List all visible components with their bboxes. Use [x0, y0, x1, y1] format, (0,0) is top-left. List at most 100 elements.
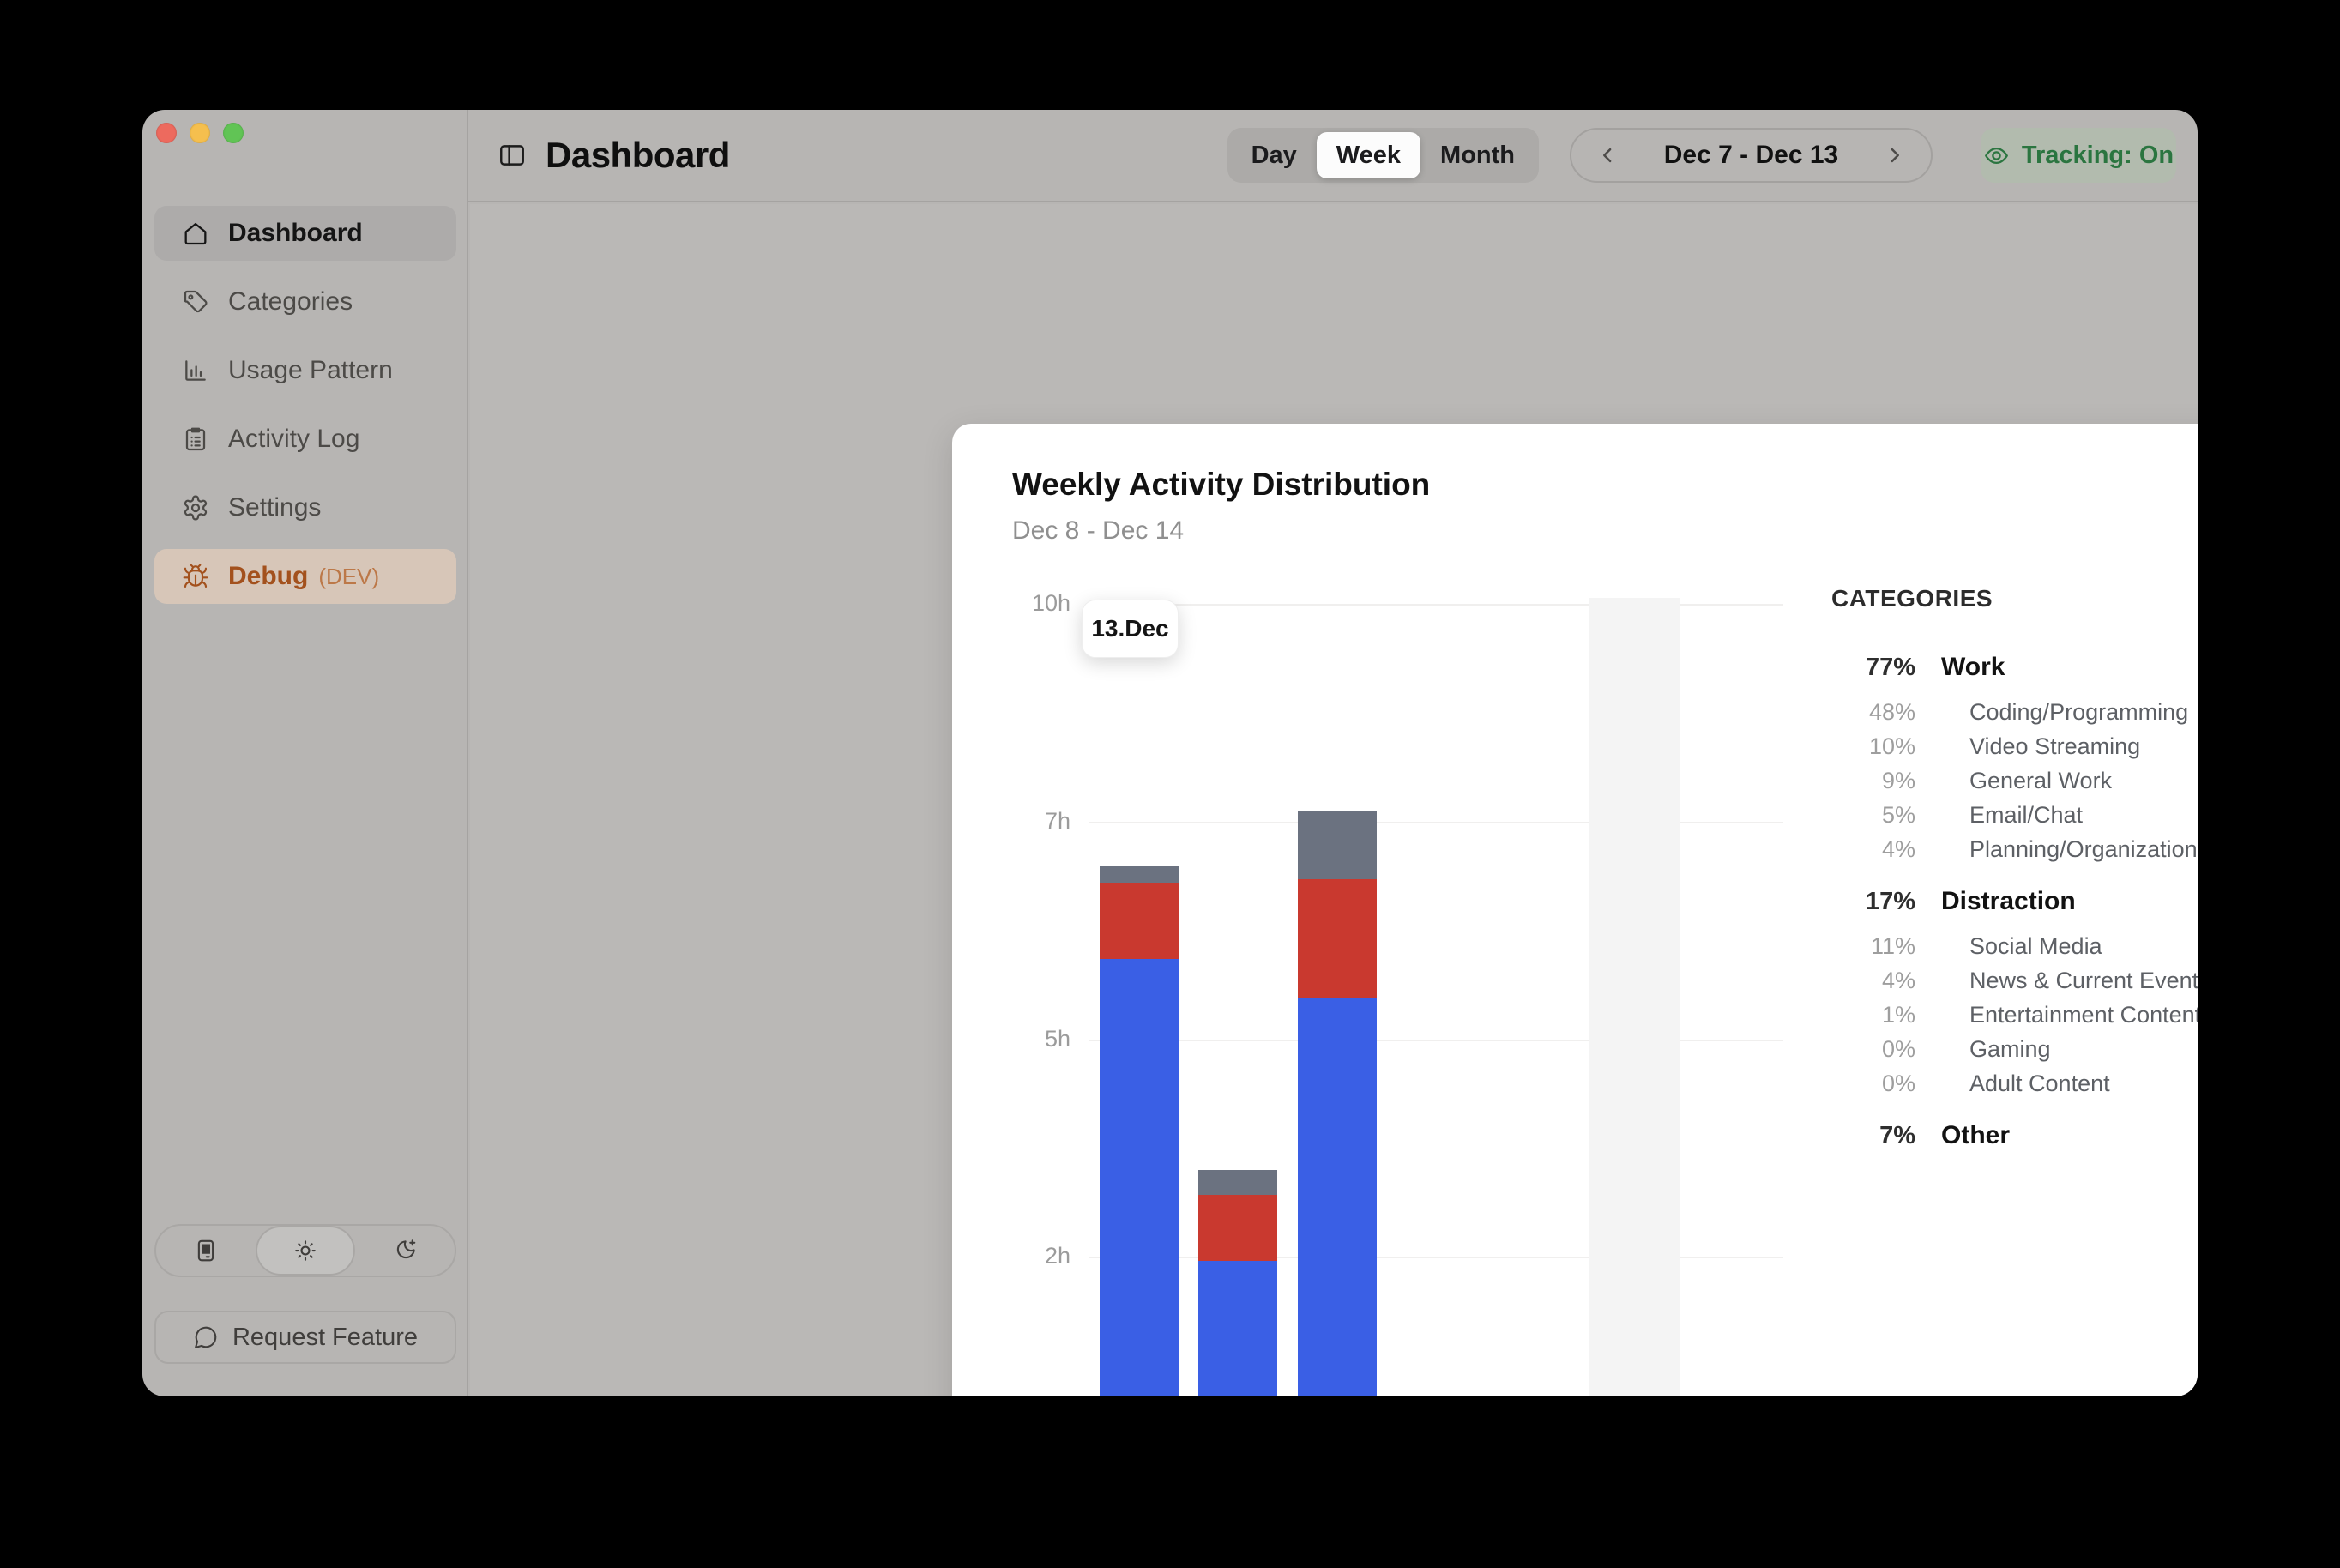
card-subtitle: Dec 8 - Dec 14: [1012, 516, 1185, 545]
gridline: [1089, 1257, 1783, 1259]
view-period-tabs: Day Week Month: [1227, 128, 1539, 183]
gridline: [1089, 604, 1783, 606]
chevron-right-icon: [1882, 142, 1908, 168]
theme-system-button[interactable]: [156, 1226, 256, 1276]
tab-month[interactable]: Month: [1420, 132, 1535, 178]
weekly-distribution-card: Weekly Activity Distribution Dec 8 - Dec…: [952, 424, 2198, 1396]
category-percent: 11%: [1870, 932, 1915, 959]
request-feature-button[interactable]: Request Feature: [154, 1311, 456, 1364]
category-label: Adult Content: [1969, 1070, 2110, 1096]
category-percent: 0%: [1881, 1070, 1915, 1096]
theme-switcher: [154, 1224, 456, 1277]
sidebar-nav: Dashboard Categories Usage Pattern Activity…: [154, 206, 456, 618]
category-row-adult-content: 0%Adult Content2m: [1831, 1066, 2198, 1101]
y-axis-tick-label: 10h: [1031, 590, 1070, 616]
category-label: Email/Chat: [1969, 801, 2084, 828]
sidebar-item-label: Debug: [228, 562, 309, 590]
gridline: [1089, 821, 1783, 823]
sun-icon: [292, 1238, 318, 1263]
category-row-distraction: 17%Distraction2h 58m: [1831, 879, 2198, 924]
tab-day[interactable]: Day: [1232, 132, 1317, 178]
sidebar-item-usage-pattern[interactable]: Usage Pattern: [154, 343, 456, 398]
sidebar-item-dashboard[interactable]: Dashboard: [154, 206, 456, 261]
category-percent: 10%: [1868, 733, 1915, 759]
moon-icon: [392, 1238, 418, 1263]
gear-icon: [182, 494, 209, 522]
date-range-label: Dec 7 - Dec 13: [1663, 141, 1839, 169]
category-row-planning-organization: 4%Planning/Organization43m: [1831, 832, 2198, 866]
sidebar-item-label: Usage Pattern: [228, 356, 393, 384]
sidebar-item-label: Activity Log: [228, 425, 360, 453]
dev-badge: (DEV): [318, 563, 380, 589]
sidebar-item-label: Categories: [228, 287, 353, 316]
category-percent: 17%: [1865, 887, 1915, 915]
card-title: Weekly Activity Distribution: [1012, 467, 1431, 502]
close-button[interactable]: [156, 123, 177, 143]
date-navigator: Dec 7 - Dec 13: [1570, 128, 1933, 183]
bar-tue-other[interactable]: [1198, 1169, 1278, 1196]
bar-mon-work[interactable]: [1099, 958, 1179, 1396]
bar-tue-work[interactable]: [1198, 1261, 1278, 1396]
sidebar-item-settings[interactable]: Settings: [154, 480, 456, 535]
bar-mon-distraction[interactable]: [1099, 882, 1179, 959]
categories-heading: CATEGORIES: [1831, 585, 1993, 612]
category-label: Planning/Organization: [1969, 835, 2198, 862]
prev-period-button[interactable]: [1571, 142, 1643, 169]
category-label: Entertainment Content: [1969, 1001, 2198, 1028]
bar-wed-other[interactable]: [1297, 811, 1377, 880]
content-area: Weekly Activity Distribution Dec 8 - Dec…: [470, 204, 2198, 1396]
bar-mon-other[interactable]: [1099, 865, 1179, 883]
chevron-left-icon: [1595, 142, 1620, 168]
bar-tue-distraction[interactable]: [1198, 1195, 1278, 1262]
minimize-button[interactable]: [190, 123, 210, 143]
chat-bubble-icon: [193, 1324, 219, 1350]
bug-icon: [182, 563, 209, 590]
bar-wed-distraction[interactable]: [1297, 879, 1377, 998]
tab-week[interactable]: Week: [1316, 132, 1421, 178]
categories-panel-header: CATEGORIES Total time tracked:17h 56m: [1831, 585, 2198, 626]
sidebar-item-activity-log[interactable]: Activity Log: [154, 412, 456, 467]
theme-dark-button[interactable]: [355, 1226, 455, 1276]
category-percent: 4%: [1881, 967, 1915, 993]
sidebar-item-categories[interactable]: Categories: [154, 274, 456, 329]
home-icon: [182, 220, 209, 247]
tracking-status-label: Tracking: On: [2021, 141, 2174, 169]
category-row-work: 77%Work13h 43m: [1831, 645, 2198, 690]
sidebar-item-debug[interactable]: Debug (DEV): [154, 549, 456, 604]
tracking-status-badge[interactable]: Tracking: On: [1981, 128, 2176, 183]
y-axis-tick-label: 7h: [1044, 807, 1070, 834]
category-percent: 7%: [1879, 1121, 1915, 1149]
header: Dashboard Day Week Month Dec 7 - Dec 13 Tr…: [468, 110, 2198, 202]
next-period-button[interactable]: [1859, 142, 1931, 169]
category-row-email-chat: 5%Email/Chat53m: [1831, 798, 2198, 832]
categories-rows: 77%Work13h 43m48%Coding/Programming8h 36…: [1831, 645, 2198, 1158]
category-row-coding-programming: 48%Coding/Programming8h 36m: [1831, 695, 2198, 729]
eye-icon: [1983, 142, 2010, 169]
bar-wed-work[interactable]: [1297, 998, 1377, 1396]
category-row-news-current-events: 4%News & Current Events46m: [1831, 963, 2198, 998]
category-label: Other: [1941, 1121, 2011, 1149]
category-percent: 77%: [1865, 653, 1915, 681]
y-axis-tick-label: 2h: [1044, 1243, 1070, 1269]
app-window: Dashboard Categories Usage Pattern Activity…: [142, 110, 2198, 1396]
category-label: Work: [1941, 653, 2005, 681]
bar-chart-icon: [182, 357, 209, 384]
category-percent: 4%: [1881, 835, 1915, 862]
zoom-button[interactable]: [223, 123, 244, 143]
category-label: Coding/Programming: [1969, 698, 2189, 725]
category-label: Distraction: [1941, 887, 2076, 915]
request-feature-label: Request Feature: [232, 1323, 418, 1351]
chart-tooltip: 13.Dec: [1082, 600, 1179, 658]
category-row-social-media: 11%Social Media1h 56m: [1831, 929, 2198, 963]
sidebar-toggle-icon[interactable]: [498, 141, 527, 170]
category-percent: 0%: [1881, 1035, 1915, 1062]
sidebar: Dashboard Categories Usage Pattern Activity…: [142, 110, 468, 1396]
window-controls: [156, 123, 244, 143]
category-label: General Work: [1969, 767, 2113, 793]
theme-light-button[interactable]: [256, 1226, 355, 1276]
page-title: Dashboard: [546, 135, 730, 175]
gridline: [1089, 1039, 1783, 1041]
clipboard-icon: [182, 425, 209, 453]
tag-icon: [182, 288, 209, 316]
category-percent: 9%: [1881, 767, 1915, 793]
